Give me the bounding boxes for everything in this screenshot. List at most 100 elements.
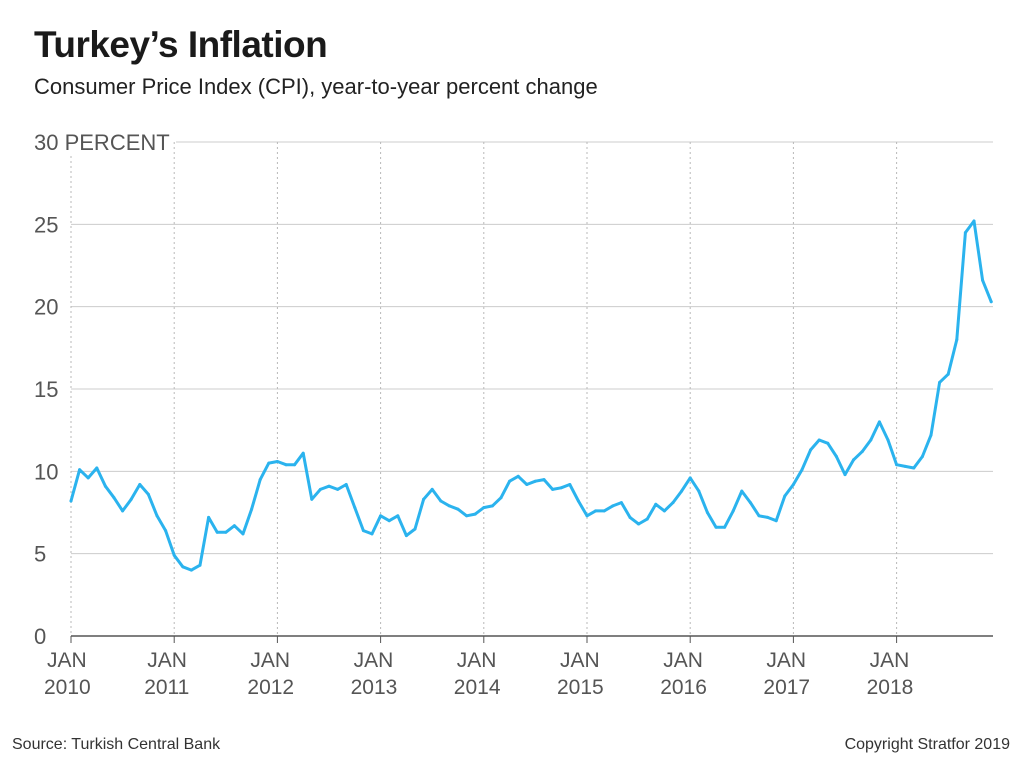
data-point <box>533 479 537 483</box>
data-point <box>379 514 383 518</box>
data-point <box>439 499 443 503</box>
data-point <box>482 506 486 510</box>
data-point <box>250 507 254 511</box>
data-point <box>447 504 451 508</box>
data-point <box>413 527 417 531</box>
data-point <box>774 519 778 523</box>
x-tick-month: JAN <box>663 649 703 672</box>
data-point <box>551 487 555 491</box>
data-point <box>757 514 761 518</box>
data-point <box>207 515 211 519</box>
copyright-note: Copyright Stratfor 2019 <box>844 736 1010 753</box>
x-tick-year: 2011 <box>144 676 189 699</box>
y-tick-label: 5 <box>34 542 46 567</box>
data-point <box>929 433 933 437</box>
x-tick-year: 2016 <box>660 676 707 699</box>
data-point <box>121 509 125 513</box>
data-point <box>422 497 426 501</box>
x-tick-year: 2017 <box>763 676 810 699</box>
data-point <box>516 474 520 478</box>
data-point <box>843 473 847 477</box>
data-point <box>912 466 916 470</box>
data-point <box>241 532 245 536</box>
data-point <box>224 530 228 534</box>
data-point <box>361 529 365 533</box>
data-point <box>568 483 572 486</box>
x-tick-month: JAN <box>766 649 806 672</box>
data-point <box>972 219 976 223</box>
data-point <box>654 502 658 506</box>
x-tick-month: JAN <box>457 649 497 672</box>
x-tick-month: JAN <box>354 649 394 672</box>
data-point <box>852 458 856 462</box>
data-point <box>103 484 107 488</box>
data-point <box>525 483 529 486</box>
data-point <box>981 278 985 282</box>
data-point <box>628 515 632 519</box>
y-tick-label: 30 PERCENT <box>34 130 170 155</box>
data-point <box>336 487 340 491</box>
data-point <box>430 487 434 491</box>
data-point <box>164 529 168 533</box>
data-point <box>146 492 150 496</box>
x-tick-month: JAN <box>250 649 290 672</box>
data-point <box>731 509 735 513</box>
data-point <box>112 496 116 500</box>
data-point <box>129 497 133 501</box>
data-point <box>662 509 666 513</box>
data-point <box>955 338 959 342</box>
data-point <box>748 501 752 505</box>
data-point <box>69 499 73 503</box>
data-point <box>920 455 924 458</box>
data-point <box>938 380 942 384</box>
chart-subtitle: Consumer Price Index (CPI), year-to-year… <box>34 74 598 99</box>
data-point <box>189 568 193 572</box>
data-point <box>387 519 391 523</box>
data-point <box>594 509 598 513</box>
y-tick-label: 25 <box>34 212 58 237</box>
data-point <box>86 476 90 480</box>
data-point <box>637 522 641 526</box>
data-point <box>766 515 770 519</box>
data-point <box>671 501 675 505</box>
data-point <box>903 464 907 468</box>
data-point <box>886 438 890 442</box>
data-point <box>456 507 460 511</box>
data-point <box>800 468 804 472</box>
data-point <box>155 514 159 518</box>
x-tick-month: JAN <box>147 649 187 672</box>
data-point <box>680 489 684 493</box>
x-tick-year: 2014 <box>454 676 501 699</box>
data-point <box>138 483 142 486</box>
data-point <box>817 438 821 442</box>
data-point <box>723 525 727 529</box>
data-point <box>284 463 288 467</box>
data-point <box>318 487 322 491</box>
data-point <box>490 504 494 508</box>
data-point <box>697 489 701 493</box>
data-point <box>809 448 813 452</box>
x-tick-year: 2012 <box>247 676 294 699</box>
data-point <box>370 532 374 536</box>
data-point <box>344 483 348 486</box>
data-point <box>181 565 185 569</box>
data-point <box>508 479 512 483</box>
data-point <box>869 438 873 442</box>
data-point <box>714 525 718 529</box>
data-point <box>232 524 236 528</box>
data-point <box>688 476 692 480</box>
data-point <box>327 484 331 488</box>
data-point <box>826 441 830 445</box>
data-point <box>783 494 787 498</box>
data-point <box>473 512 477 516</box>
data-point <box>267 461 271 465</box>
data-point <box>576 499 580 503</box>
data-point <box>499 496 503 500</box>
data-point <box>310 497 314 501</box>
data-point <box>602 509 606 513</box>
source-note: Source: Turkish Central Bank <box>12 736 221 753</box>
data-point <box>877 420 881 424</box>
data-point <box>353 506 357 510</box>
y-tick-label: 0 <box>34 624 46 649</box>
